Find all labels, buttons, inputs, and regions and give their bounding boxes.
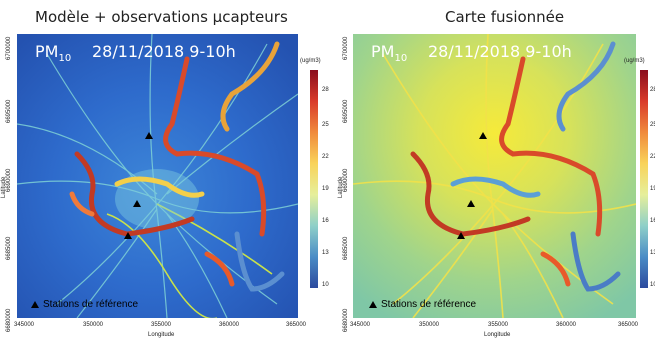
left-pollutant-main: PM (35, 42, 59, 61)
left-colorbar-unit: (ug/m3) (300, 58, 321, 64)
right-y-tick: 6680000 (343, 308, 349, 332)
right-datetime: 28/11/2018 9-10h (428, 42, 572, 61)
right-colorbar-tick: 25 (650, 122, 655, 128)
left-legend-text: Stations de référence (43, 299, 139, 310)
right-legend-note: Stations de référence (369, 299, 476, 310)
right-y-tick: 6695000 (343, 99, 349, 123)
left-legend-note: Stations de référence (31, 299, 138, 310)
left-y-tick: 6685000 (6, 236, 12, 260)
left-colorbar-tick: 22 (322, 154, 329, 160)
left-colorbar-tick: 13 (322, 250, 329, 256)
right-pollutant-main: PM (371, 42, 395, 61)
right-x-tick: 350000 (419, 322, 440, 328)
right-map[interactable] (353, 34, 636, 318)
right-x-axis-label: Longitude (484, 332, 511, 338)
right-pollutant-label: PM10 (371, 42, 407, 64)
left-datetime: 28/11/2018 9-10h (92, 42, 236, 61)
left-x-tick: 355000 (151, 322, 172, 328)
right-colorbar-tick: 19 (650, 186, 655, 192)
left-y-tick: 6695000 (6, 99, 12, 123)
left-colorbar-tick: 16 (322, 218, 329, 224)
station-triangle-icon (31, 301, 39, 308)
right-colorbar-tick: 10 (650, 282, 655, 288)
left-colorbar-tick: 19 (322, 186, 329, 192)
left-colorbar-tick: 28 (322, 87, 329, 93)
station-triangle-icon (369, 301, 377, 308)
right-x-tick: 365000 (618, 322, 639, 328)
right-map-canvas (353, 34, 636, 318)
left-pollutant-sub: 10 (58, 53, 72, 65)
right-colorbar-tick: 28 (650, 87, 655, 93)
right-y-tick: 6700000 (343, 36, 349, 60)
left-pollutant-label: PM10 (35, 42, 71, 64)
left-colorbar-tick: 10 (322, 282, 329, 288)
left-map[interactable] (17, 34, 298, 318)
right-colorbar-tick: 16 (650, 218, 655, 224)
left-x-axis-label: Longitude (148, 332, 175, 338)
left-x-tick: 365000 (286, 322, 307, 328)
right-pollutant-sub: 10 (394, 53, 408, 65)
left-y-tick: 6680000 (6, 308, 12, 332)
right-legend-text: Stations de référence (381, 299, 477, 310)
right-colorbar-unit: (ug/m3) (624, 58, 645, 64)
left-y-axis-label: Latitude (1, 176, 7, 198)
left-colorbar (310, 70, 318, 288)
left-colorbar-tick: 25 (322, 122, 329, 128)
right-colorbar-tick: 13 (650, 250, 655, 256)
right-colorbar-tick: 22 (650, 154, 655, 160)
left-map-canvas (17, 34, 298, 318)
right-y-tick: 6685000 (343, 236, 349, 260)
right-x-tick: 360000 (556, 322, 577, 328)
right-panel-title: Carte fusionnée (445, 8, 565, 26)
left-x-tick: 360000 (219, 322, 240, 328)
left-x-tick: 345000 (14, 322, 35, 328)
right-x-tick: 355000 (488, 322, 509, 328)
right-x-tick: 345000 (350, 322, 371, 328)
right-colorbar (640, 70, 648, 288)
left-y-tick: 6700000 (6, 36, 12, 60)
left-x-tick: 350000 (83, 322, 104, 328)
right-y-axis-label: Latitude (338, 176, 344, 198)
left-panel-title: Modèle + observations µcapteurs (35, 8, 288, 26)
